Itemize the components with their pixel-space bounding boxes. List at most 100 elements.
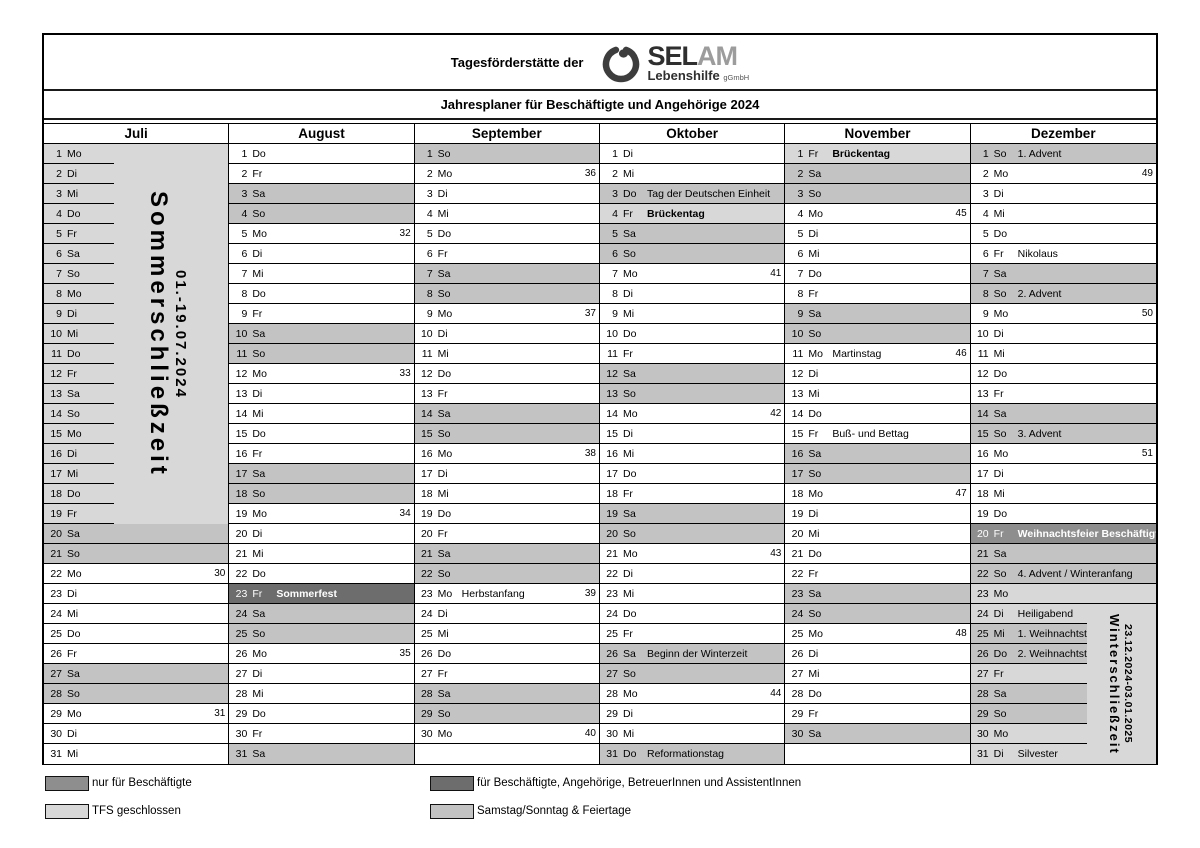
day-weekday: So [993,147,1007,160]
day-row: 23 Mi [599,584,785,604]
day-number: 12 [235,367,248,380]
day-row: 26 Do [414,644,599,664]
day-number: 25 [420,627,433,640]
day-weekday: Di [67,447,77,460]
day-number: 25 [606,627,618,640]
subtitle-bar: Jahresplaner für Beschäftigte und Angehö… [44,91,1156,120]
day-number: 30 [235,727,248,740]
day-note: Silvester [1017,748,1058,760]
day-number: 20 [50,527,62,540]
day-number: 26 [420,647,433,660]
day-number: 7 [241,267,248,280]
day-number: 26 [606,647,618,660]
day-weekday: Fr [67,227,77,240]
day-row: 22 Fr [785,564,970,584]
day-weekday: Sa [252,748,266,760]
day-number: 8 [426,287,433,300]
day-weekday: So [993,567,1007,580]
day-weekday: Mo [808,347,823,360]
day-weekday: Fr [808,427,819,440]
day-row: 12 Sa [599,364,785,384]
day-row: 17 Do [599,464,785,484]
day-note: Weihnachtsfeier Beschäftigte [1017,527,1156,540]
day-number: 23 [50,587,62,600]
day-weekday: Fr [252,587,263,600]
day-number: 27 [606,667,618,680]
day-weekday: Di [808,227,819,240]
legend-item: nur für Beschäftigte [45,775,430,791]
day-number: 11 [236,347,248,360]
day-weekday: Sa [252,467,266,480]
week-number: 49 [1141,168,1153,179]
day-number: 28 [420,687,433,700]
day-row: 26 Di [785,644,970,664]
day-number: 13 [606,387,618,400]
day-weekday: Do [993,647,1008,660]
day-row: 6 Fr Nikolaus [970,244,1156,264]
day-weekday: Do [993,227,1008,240]
day-number: 22 [606,567,618,580]
day-row: 31 Sa [229,744,414,764]
day-number: 23 [791,587,804,600]
day-number: 10 [606,327,618,340]
legend-label: TFS geschlossen [92,805,181,817]
day-row: 8 Fr [785,284,970,304]
day-row: 21 Mi [229,544,414,564]
day-row: 4 Fr Brückentag [599,204,785,224]
day-weekday: Do [252,147,266,160]
day-row: 21 Sa [970,544,1156,564]
day-weekday: Mo [252,227,267,240]
day-number: 8 [982,287,989,300]
day-weekday: Mi [808,527,820,540]
day-number: 24 [235,607,248,620]
selam-logo-icon [603,46,640,83]
day-weekday: Sa [252,187,266,200]
legend-label: Samstag/Sonntag & Feiertage [477,805,632,817]
day-number: 16 [976,447,989,460]
day-row: 12 Do [970,364,1156,384]
day-weekday: So [252,487,266,500]
day-row: 16 Mo 38 [414,444,599,464]
day-weekday: Mi [67,327,79,340]
day-row: 31 Mi [44,744,229,764]
day-weekday: Di [993,467,1004,480]
day-row: 3 So [785,184,970,204]
day-weekday: Fr [252,307,263,320]
day-row: 14 Mo 42 [599,404,785,424]
day-weekday: Di [622,707,633,720]
day-number: 14 [606,407,618,420]
day-note: Reformationstag [646,748,725,760]
closure-period-text: Winterschließzeit 23.12.2024-03.01.2025 [1107,614,1136,755]
day-number: 9 [982,307,989,320]
day-weekday: Do [67,487,81,500]
day-number: 30 [420,727,433,740]
closure-period-cell: Sommerschließzeit 01.-19.07.2024 [114,144,229,524]
day-note: Buß- und Bettag [832,427,909,440]
day-row: 24 So [785,604,970,624]
day-weekday: Do [993,507,1008,520]
day-number: 19 [420,507,433,520]
month-column-august: August 1 Do 2 Fr 3 Sa 4 So 5 Mo 32 6 Di 7 Mi 8 Do 9 Fr 10 Sa 1… [229,124,415,765]
day-row: 28 Sa [414,684,599,704]
day-weekday: So [252,207,266,220]
day-row: 6 Di [229,244,414,264]
legend-swatch [430,775,474,791]
selam-logo-text: SELAM Lebenshilfe gGmbH [647,42,749,82]
day-weekday: Mi [437,347,449,360]
day-row: 2 Mi [599,164,785,184]
day-weekday: So [437,427,451,440]
day-weekday: Fr [808,567,819,580]
day-row: 1 Do [229,144,414,164]
day-weekday: Mi [252,407,264,420]
day-row: 5 Do [970,224,1156,244]
day-weekday: Di [437,607,448,620]
day-weekday: Fr [993,667,1004,680]
day-row: 27 So [599,664,785,684]
day-number: 15 [235,427,248,440]
day-number: 3 [56,187,62,200]
day-note: Sommerfest [276,587,338,600]
day-row: 5 Sa [599,224,785,244]
day-row: 20 So [599,524,785,544]
day-note: Brückentag [646,207,705,220]
day-weekday: Sa [252,607,266,620]
